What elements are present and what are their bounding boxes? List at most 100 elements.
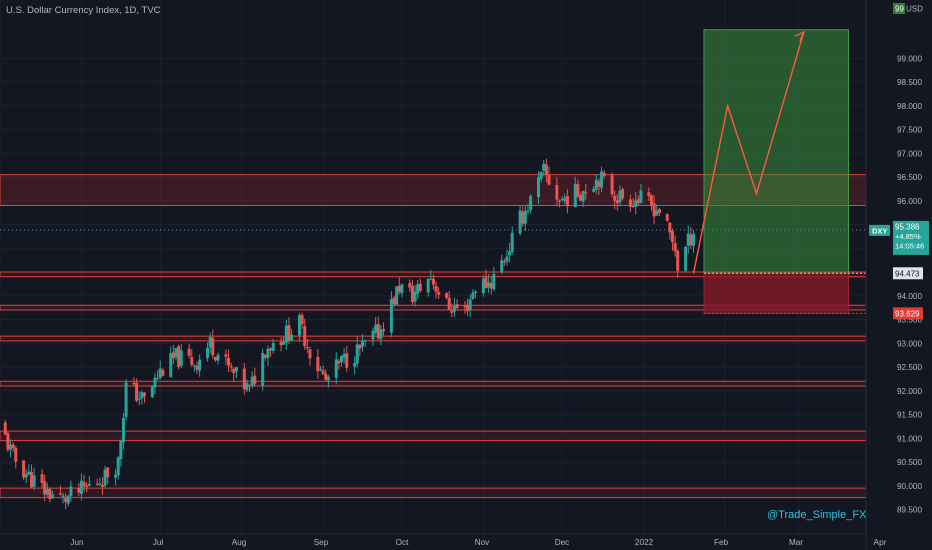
candle-body [40, 474, 44, 483]
candle-body [22, 460, 26, 478]
candle-body [6, 433, 10, 450]
candle-body [537, 177, 541, 197]
candle-body [282, 341, 286, 345]
candle-body [600, 171, 604, 188]
candle-body [106, 467, 110, 478]
candle-body [227, 357, 231, 366]
candle-body [326, 376, 330, 381]
candle-body [3, 422, 7, 435]
candle-body [77, 488, 81, 493]
candle-body [98, 483, 102, 485]
time-tick-label: Mar [789, 538, 803, 547]
candle-body [43, 481, 47, 495]
candle-body [408, 282, 412, 288]
target-zone [703, 29, 849, 274]
time-tick-label: Dec [555, 538, 570, 547]
candle-body [195, 365, 199, 370]
candle-body [100, 485, 104, 487]
candle-body [634, 200, 638, 207]
candle-body [676, 250, 680, 271]
candle-body [473, 291, 477, 293]
time-tick-label: Jul [153, 538, 164, 547]
candle-body [308, 349, 312, 359]
candle-body [429, 278, 433, 280]
price-tick-label: 90.000 [897, 482, 922, 491]
price-tick-label: 97.000 [897, 149, 922, 158]
candle-body [597, 181, 601, 187]
candle-body [410, 285, 414, 302]
candle-body [116, 457, 120, 476]
candle-body [58, 493, 62, 496]
candle-body [224, 354, 228, 357]
candle-body [24, 474, 28, 478]
candle-body [500, 260, 504, 273]
stop-price-badge [893, 307, 923, 320]
top-price-label: 99 [895, 5, 904, 14]
candle-body [290, 334, 294, 342]
candle-body [484, 277, 488, 289]
candle-body [447, 297, 451, 310]
candle-body [649, 195, 653, 205]
candle-body [187, 348, 191, 356]
stop-zone [703, 272, 849, 314]
symbol-title[interactable]: U.S. Dollar Currency Index, 1D, TVC [6, 5, 161, 16]
candle-body [303, 326, 307, 347]
candle-body [563, 197, 567, 201]
candle-body [560, 199, 564, 201]
candle-body [466, 305, 470, 312]
time-tick-label: Feb [714, 538, 729, 547]
candle-body [156, 378, 160, 380]
candle-body [269, 348, 273, 351]
candle-body [558, 200, 562, 202]
support-zone [0, 335, 867, 342]
price-tick-label: 92.000 [897, 387, 922, 396]
candle-body [468, 299, 472, 310]
candle-body [48, 489, 52, 500]
candle-body [594, 179, 598, 190]
stop-price-value: 93.629 [895, 310, 920, 319]
candle-body [652, 203, 656, 217]
candle-body [539, 171, 543, 179]
candle-body [337, 361, 341, 364]
candle-body [376, 324, 380, 339]
candle-body [689, 234, 693, 246]
candle-body [452, 305, 456, 312]
candle-body [361, 340, 365, 347]
time-tick-label: Nov [475, 538, 490, 547]
trade-setup [0, 29, 866, 314]
candle-body [618, 190, 622, 203]
top-price-tag [893, 3, 905, 14]
candle-body [342, 354, 346, 358]
candle-body [592, 188, 596, 192]
candle-body [639, 190, 643, 203]
candle-body [463, 306, 467, 308]
candle-body [287, 325, 291, 341]
candle-body [670, 230, 674, 243]
watermark: @Trade_Simple_FX [767, 509, 867, 521]
price-tick-label: 92.500 [897, 363, 922, 372]
candle-body [508, 251, 512, 256]
candle-body [613, 195, 617, 201]
candle-body [547, 175, 551, 185]
candle-body [686, 233, 690, 246]
candle-body [581, 190, 585, 202]
candle-body [253, 375, 257, 384]
candle-body [171, 352, 175, 359]
time-tick-label: Oct [396, 538, 409, 547]
candle-body [510, 232, 514, 252]
candle-body [82, 482, 86, 487]
candle-body [673, 242, 677, 252]
candle-body [389, 299, 393, 333]
candle-body [544, 164, 548, 175]
candle-body [87, 483, 91, 486]
candle-body [353, 362, 357, 367]
candle-body [124, 382, 128, 417]
current-price-change: +4.85% [895, 232, 921, 241]
candle-body [339, 356, 343, 363]
candle-body [529, 195, 533, 211]
candle-body [174, 348, 178, 358]
candle-body [502, 261, 506, 263]
candle-body [445, 293, 449, 298]
candle-body [119, 440, 123, 460]
